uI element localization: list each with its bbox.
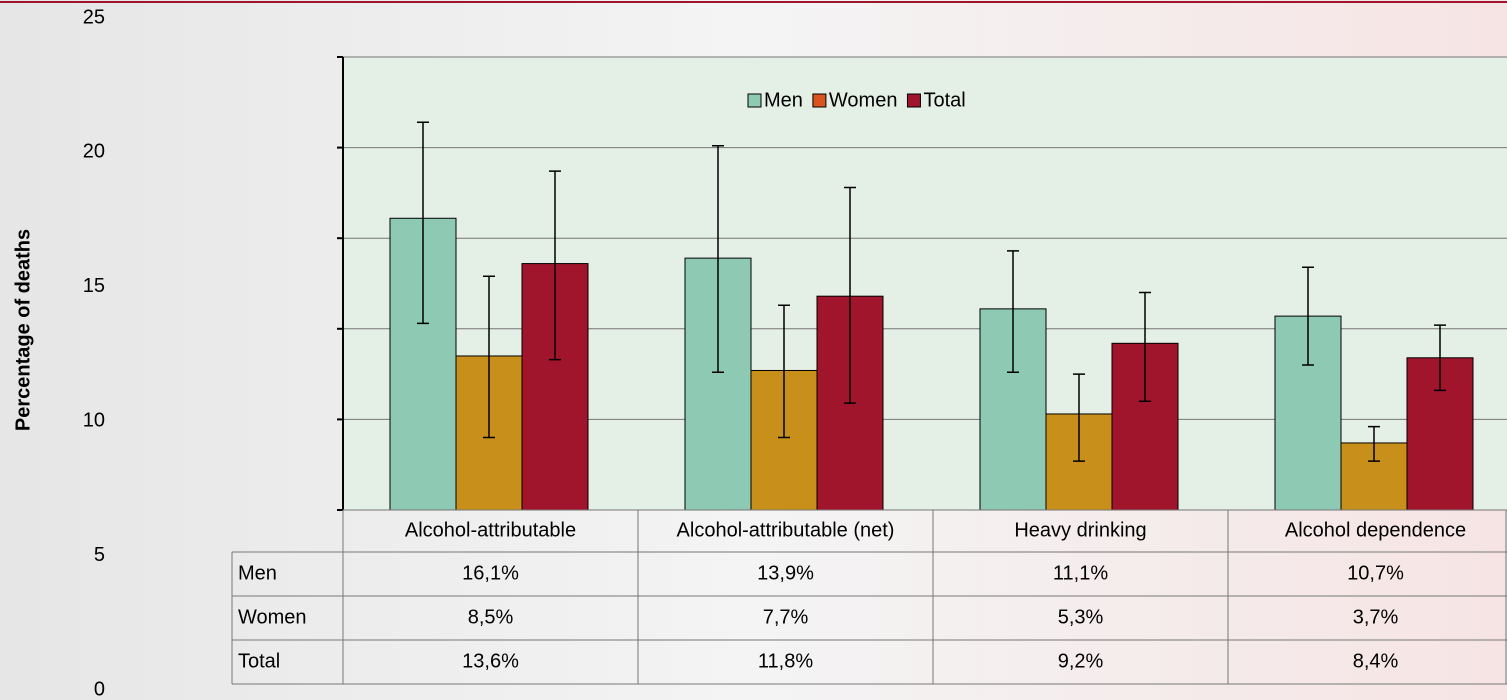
error-bar xyxy=(1007,250,1019,374)
y-tick-label: 15 xyxy=(83,275,105,297)
table-value: 13,6% xyxy=(462,650,519,672)
error-bar xyxy=(844,186,856,404)
table-value: 13,9% xyxy=(757,562,814,584)
legend-label: Total xyxy=(923,89,965,111)
legend-swatch xyxy=(812,93,827,108)
table-row-label: Men xyxy=(238,562,277,584)
y-tick-label: 25 xyxy=(83,6,105,28)
table-value: 7,7% xyxy=(763,606,809,628)
table-value: 11,8% xyxy=(758,650,813,672)
category-label: Alcohol dependence xyxy=(1285,519,1466,541)
table-value: 16,1% xyxy=(462,562,519,584)
table-value: 11,1% xyxy=(1053,562,1108,584)
table-value: 5,3% xyxy=(1058,606,1104,628)
y-axis-title: Percentage of deaths xyxy=(12,229,34,431)
y-tick-label: 5 xyxy=(94,544,105,566)
error-bar xyxy=(1139,291,1151,403)
error-bar xyxy=(1302,266,1314,366)
error-bar xyxy=(778,304,790,439)
category-label: Alcohol-attributable (net) xyxy=(677,519,895,541)
table-value: 8,4% xyxy=(1353,650,1399,672)
table-row-label: Total xyxy=(238,650,280,672)
table-value: 10,7% xyxy=(1347,562,1404,584)
error-bar xyxy=(549,170,561,361)
error-bar xyxy=(1368,425,1380,462)
table-value: 8,5% xyxy=(468,606,514,628)
error-bar xyxy=(1073,373,1085,462)
error-bar xyxy=(417,121,429,325)
y-tick-label: 10 xyxy=(83,409,105,431)
legend-label: Women xyxy=(829,89,898,111)
legend-swatch xyxy=(747,93,762,108)
table-row-label: Women xyxy=(238,606,307,628)
category-label: Alcohol-attributable xyxy=(405,519,576,541)
error-bar xyxy=(1434,324,1446,392)
y-tick-label: 0 xyxy=(94,678,105,700)
legend-label: Men xyxy=(764,89,803,111)
y-tick-label: 20 xyxy=(83,141,105,163)
category-label: Heavy drinking xyxy=(1014,519,1146,541)
legend-swatch xyxy=(906,93,921,108)
table-value: 9,2% xyxy=(1058,650,1104,672)
error-bar xyxy=(483,275,495,439)
error-bar xyxy=(712,145,724,374)
table-value: 3,7% xyxy=(1353,606,1399,628)
